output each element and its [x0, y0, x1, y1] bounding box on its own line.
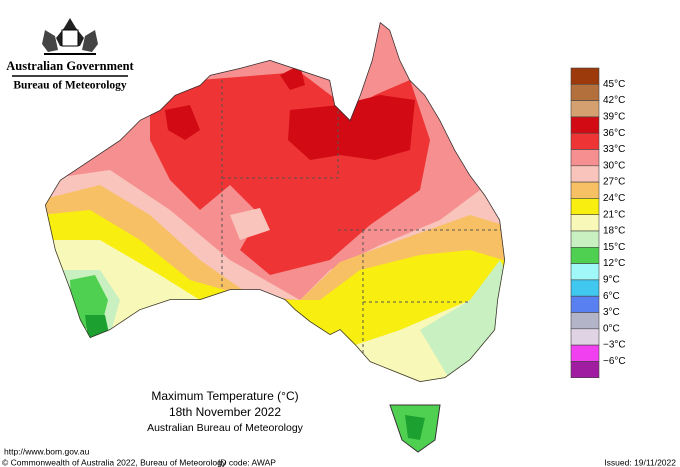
agency-name: Bureau of Meteorology [13, 80, 127, 92]
legend-label: 42°C [603, 95, 625, 106]
issued-date: Issued: 19/11/2022 [604, 457, 676, 467]
legend-label: 3°C [603, 307, 620, 318]
legend-label: 39°C [603, 112, 625, 123]
legend-label: 6°C [603, 291, 620, 302]
legend-swatch [570, 165, 600, 183]
legend-swatch [570, 214, 600, 232]
legend-swatch [570, 263, 600, 281]
legend-label: 12°C [603, 258, 625, 269]
legend-label: 9°C [603, 275, 620, 286]
legend-label: 0°C [603, 323, 620, 334]
id-code: ID code: AWAP [218, 457, 276, 467]
legend-swatch [570, 116, 600, 134]
legend-label: 18°C [603, 226, 625, 237]
legend-swatch [570, 361, 600, 378]
website-url: http://www.bom.gov.au [4, 446, 90, 456]
legend-label: 21°C [603, 209, 625, 220]
legend-swatch [570, 312, 600, 330]
legend-swatch [570, 84, 600, 101]
legend-label: −6°C [603, 356, 626, 367]
legend-swatch [570, 230, 600, 248]
government-name: Australian Government [6, 59, 134, 73]
legend-swatch [570, 279, 600, 297]
copyright: © Commonwealth of Australia 2022, Bureau… [2, 457, 227, 467]
legend-swatch [570, 198, 600, 215]
legend-swatch [570, 328, 600, 346]
legend-swatch [570, 247, 600, 264]
coat-of-arms [42, 18, 98, 55]
legend-swatch [570, 149, 600, 167]
legend-label: 30°C [603, 160, 625, 171]
legend-label: 33°C [603, 144, 625, 155]
map-title: Maximum Temperature (°C) [151, 389, 298, 403]
legend-label: 24°C [603, 193, 625, 204]
legend-label: 27°C [603, 177, 625, 188]
map-date: 18th November 2022 [169, 405, 281, 419]
legend-label: 15°C [603, 242, 625, 253]
legend-swatch [570, 67, 600, 85]
legend-swatch [570, 132, 600, 150]
legend: 45°C 42°C 39°C 36°C 33°C 30°C 27°C 24°C 21°C 18°C… [570, 67, 626, 378]
legend-swatch [570, 100, 600, 118]
legend-label: −3°C [603, 340, 626, 351]
legend-label: 45°C [603, 79, 625, 90]
legend-swatch [570, 295, 600, 313]
legend-swatch [570, 344, 600, 362]
tasmania-highlands [405, 415, 425, 440]
legend-label: 36°C [603, 128, 625, 139]
legend-swatch [570, 181, 600, 199]
map-source: Australian Bureau of Meteorology [147, 422, 304, 434]
